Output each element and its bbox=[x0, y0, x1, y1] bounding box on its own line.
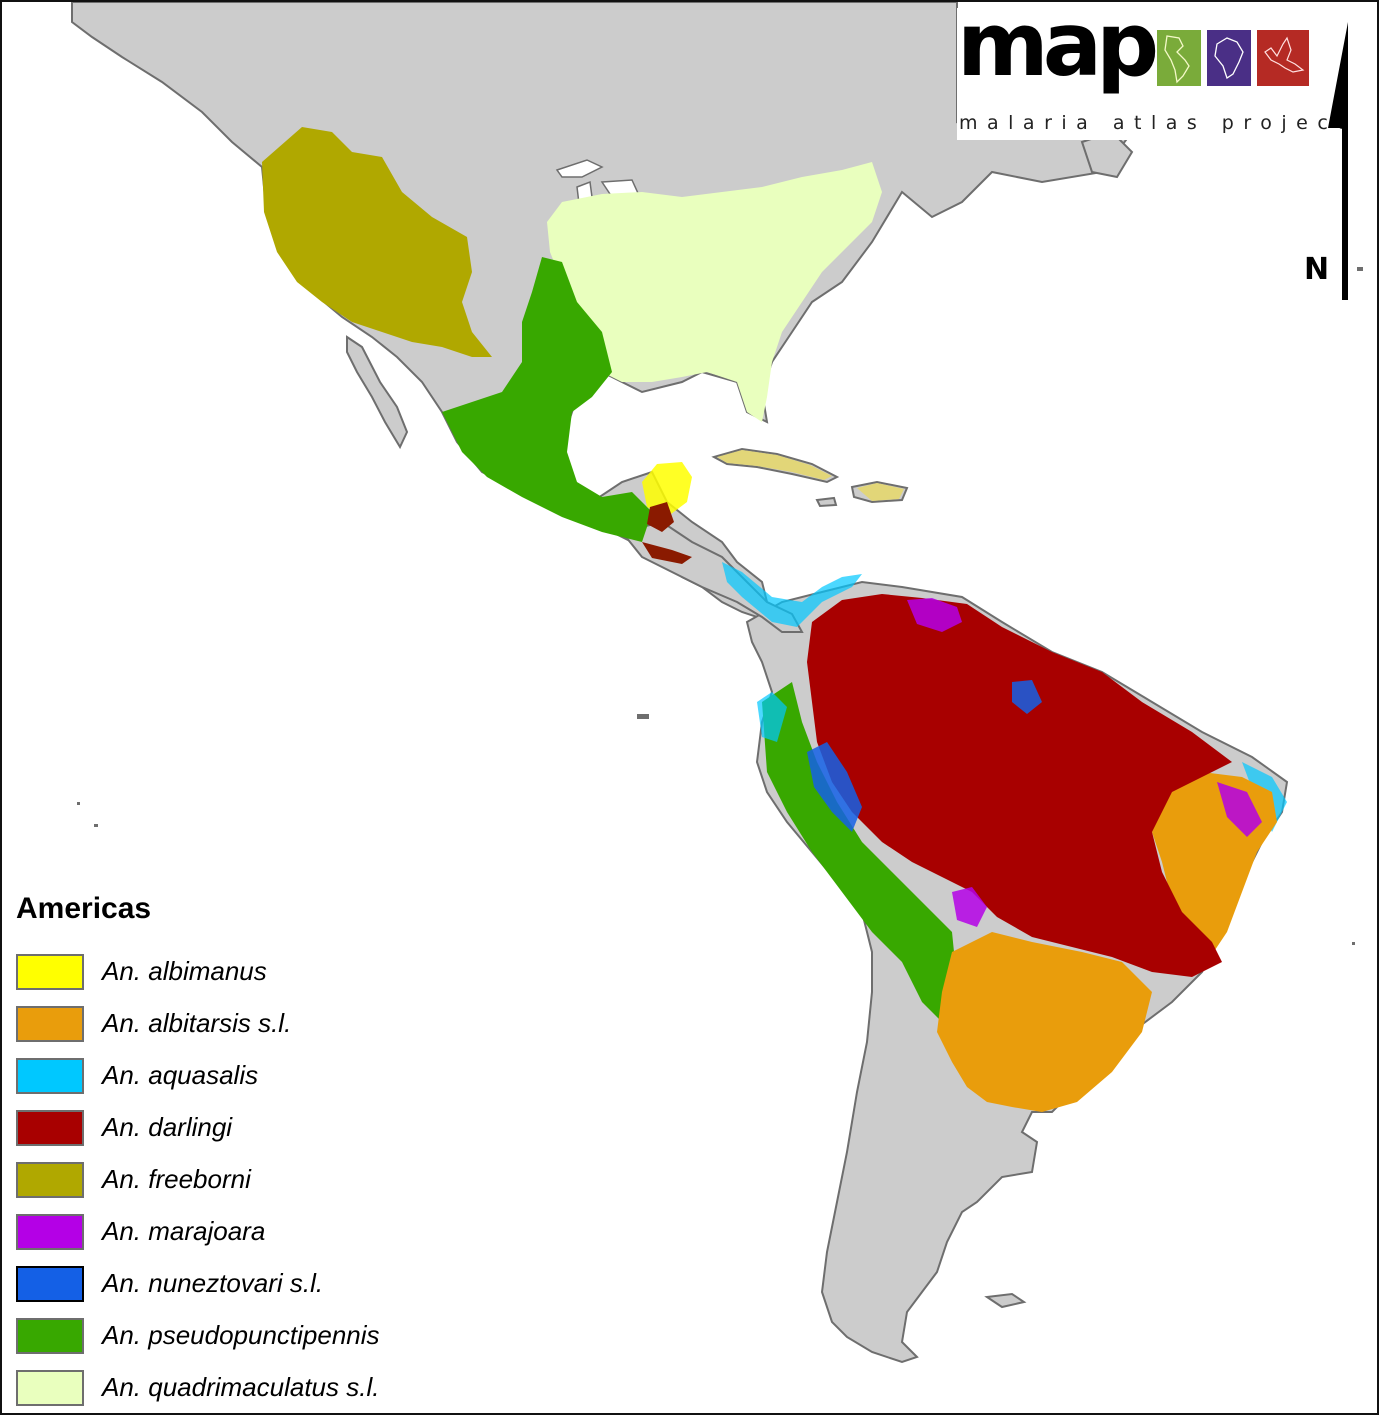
legend-label: An. marajoara bbox=[102, 1216, 266, 1246]
asia-tile-icon bbox=[1257, 30, 1309, 86]
swatch-aquasalis bbox=[16, 1058, 84, 1094]
legend-item-darlingi: An. darlingi bbox=[16, 1110, 436, 1150]
region-quadrimaculatus bbox=[547, 162, 882, 422]
legend-label: An. freeborni bbox=[102, 1164, 251, 1194]
legend-item-nuneztovari: An. nuneztovari s.l. bbox=[16, 1266, 436, 1306]
swatch-albimanus bbox=[16, 954, 84, 990]
small-islands bbox=[77, 267, 1363, 945]
americas-tile-icon bbox=[1157, 30, 1201, 86]
legend-label: An. albitarsis s.l. bbox=[102, 1008, 292, 1038]
region-darlingi-central bbox=[642, 502, 692, 564]
legend-label: An. aquasalis bbox=[102, 1060, 259, 1090]
legend-label: An. quadrimaculatus s.l. bbox=[102, 1372, 380, 1402]
region-darlingi bbox=[807, 594, 1232, 977]
logo-subtitle: malaria atlas project bbox=[959, 112, 1355, 134]
legend-label: An. pseudopunctipennis bbox=[102, 1320, 380, 1350]
north-arrow-icon bbox=[1328, 22, 1348, 300]
swatch-freeborni bbox=[16, 1162, 84, 1198]
swatch-marajoara bbox=[16, 1214, 84, 1250]
swatch-darlingi bbox=[16, 1110, 84, 1146]
legend-item-marajoara: An. marajoara bbox=[16, 1214, 436, 1254]
legend-item-albimanus: An. albimanus bbox=[16, 954, 436, 994]
region-albimanus bbox=[642, 450, 904, 517]
legend-item-pseudopunctipennis: An. pseudopunctipennis bbox=[16, 1318, 436, 1358]
map-logo: map malaria atlas project bbox=[957, 2, 1345, 140]
legend: Americas An. albimanus An. albitarsis s.… bbox=[4, 882, 434, 1413]
swatch-quadrimaculatus bbox=[16, 1370, 84, 1406]
legend-item-quadrimaculatus: An. quadrimaculatus s.l. bbox=[16, 1370, 436, 1410]
swatch-pseudopunctipennis bbox=[16, 1318, 84, 1354]
legend-item-freeborni: An. freeborni bbox=[16, 1162, 436, 1202]
swatch-albitarsis bbox=[16, 1006, 84, 1042]
legend-label: An. nuneztovari s.l. bbox=[102, 1268, 324, 1298]
legend-item-aquasalis: An. aquasalis bbox=[16, 1058, 436, 1098]
legend-item-albitarsis: An. albitarsis s.l. bbox=[16, 1006, 436, 1046]
region-freeborni bbox=[262, 127, 492, 357]
logo-wordmark: map bbox=[957, 0, 1159, 96]
legend-title: Americas bbox=[16, 892, 152, 925]
swatch-nuneztovari bbox=[16, 1266, 84, 1302]
legend-label: An. darlingi bbox=[102, 1112, 233, 1142]
north-label: N bbox=[1304, 252, 1330, 287]
region-nuneztovari bbox=[807, 680, 1042, 832]
legend-label: An. albimanus bbox=[102, 956, 267, 986]
region-marajoara bbox=[907, 598, 1262, 927]
africa-tile-icon bbox=[1207, 30, 1251, 86]
